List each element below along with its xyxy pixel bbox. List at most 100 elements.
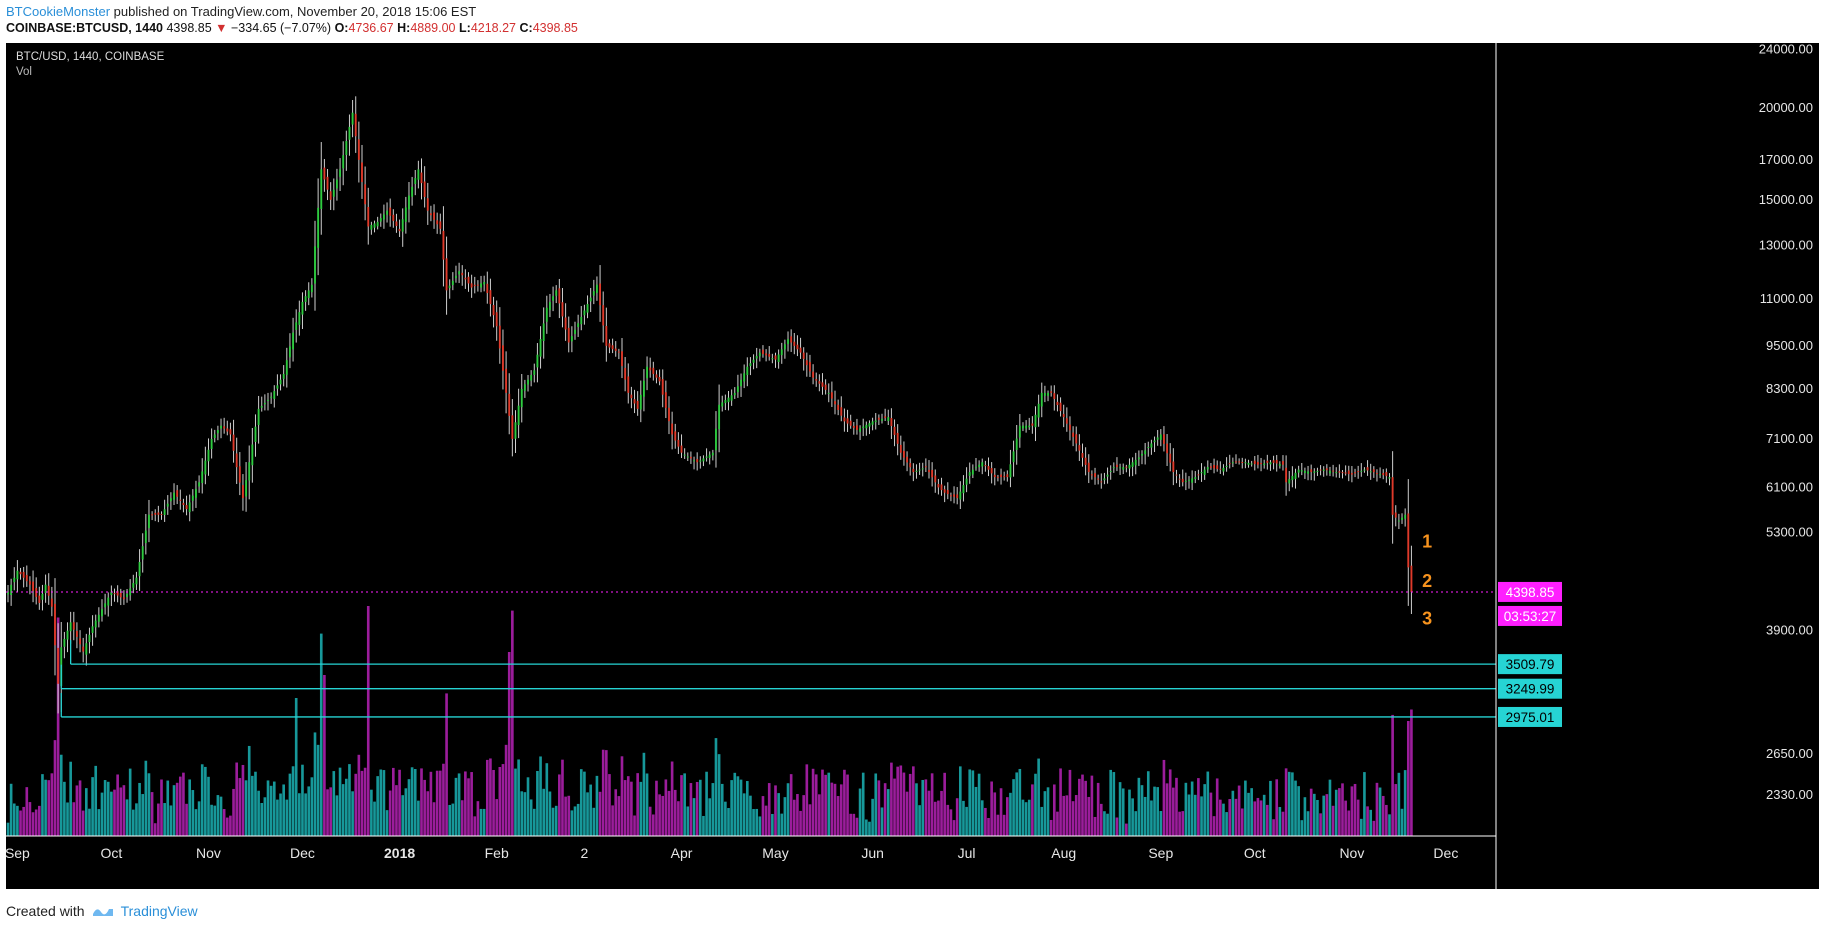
volume-bar: [849, 813, 852, 836]
volume-bar: [893, 778, 896, 836]
candle-body: [204, 460, 207, 475]
volume-bar: [1403, 770, 1407, 836]
volume-bar: [345, 778, 348, 836]
candle-body: [592, 291, 595, 296]
volume-bar: [210, 804, 213, 836]
volume-bar: [1250, 788, 1253, 836]
volume-bar: [163, 803, 166, 836]
candle-body: [1344, 472, 1347, 474]
candle-body: [455, 275, 457, 279]
volume-bar: [827, 772, 831, 836]
volume-bar: [1115, 817, 1119, 836]
candle-body: [28, 581, 31, 585]
candle-body: [1084, 457, 1087, 465]
volume-bar: [1172, 787, 1175, 836]
candle-body: [1112, 467, 1115, 469]
candle-body: [1012, 451, 1015, 463]
countdown-label: 03:53:27: [1504, 609, 1557, 624]
candle-body: [1282, 461, 1284, 465]
candle-body: [1097, 478, 1100, 480]
volume-bar: [943, 772, 946, 836]
candle-body: [154, 512, 157, 515]
candle-body: [195, 488, 197, 498]
tradingview-link[interactable]: TradingView: [120, 903, 198, 919]
candle-body: [1260, 462, 1262, 465]
volume-bar: [561, 759, 564, 836]
volume-bar: [479, 808, 483, 836]
volume-bar: [705, 771, 708, 836]
candle-body: [502, 345, 504, 371]
volume-bar: [1222, 803, 1225, 836]
candle-body: [329, 191, 332, 200]
level-price-label: 3249.99: [1506, 682, 1555, 697]
volume-bar: [511, 610, 514, 836]
volume-bar: [583, 771, 586, 836]
volume-bar: [633, 815, 636, 836]
volume-bar: [821, 769, 824, 836]
volume-bar: [692, 798, 696, 836]
candle-body: [263, 402, 266, 405]
candle-body: [1209, 466, 1212, 468]
volume-bar: [135, 803, 138, 836]
volume-bar: [1363, 772, 1366, 836]
volume-bar: [648, 806, 652, 836]
candle-body: [843, 417, 846, 422]
candle-body: [113, 593, 116, 595]
candle-body: [270, 396, 273, 398]
candle-body: [533, 370, 536, 375]
candle-body: [586, 304, 589, 313]
volume-bar: [1322, 795, 1326, 836]
candle-body: [577, 323, 580, 328]
volume-bar: [1281, 811, 1285, 836]
candle-body: [223, 426, 226, 429]
volume-bar: [589, 784, 592, 836]
price-chart[interactable]: 3509.793249.992975.014398.8503:53:27123 …: [5, 42, 1819, 889]
candle-body: [163, 509, 166, 515]
candle-body: [32, 581, 35, 591]
candle-body: [207, 449, 210, 462]
candle-body: [561, 302, 564, 317]
volume-bar: [868, 821, 871, 836]
candle-body: [1003, 476, 1006, 478]
volume-bar: [877, 780, 881, 836]
candle-body: [859, 428, 862, 432]
y-tick-label: 9500.00: [1766, 338, 1813, 353]
candle-body: [953, 494, 955, 497]
candle-body: [1338, 471, 1341, 473]
volume-bar: [874, 773, 878, 836]
author-link[interactable]: BTCookieMonster: [6, 4, 111, 19]
volume-bar: [59, 754, 63, 836]
candle-body: [840, 407, 843, 416]
candle-body: [216, 430, 219, 434]
candle-body: [1300, 470, 1303, 472]
level-price-label: 2975.01: [1506, 710, 1555, 725]
candle-body: [1313, 471, 1316, 473]
candle-body: [458, 271, 461, 275]
volume-bar: [44, 779, 47, 836]
volume-bar: [16, 805, 19, 836]
volume-bar: [1153, 786, 1156, 836]
candle-body: [260, 405, 263, 408]
candle-body: [520, 388, 523, 408]
volume-bar: [1206, 771, 1210, 836]
y-tick-label: 2650.00: [1766, 746, 1813, 761]
candle-body: [232, 434, 235, 451]
candle-body: [1322, 469, 1325, 471]
candle-body: [821, 382, 824, 387]
candle-body: [721, 402, 724, 407]
chart-panel[interactable]: 3509.79 3249.99 2975.01 4398.85 03:53:27 1 2 3 …: [5, 42, 1819, 889]
last-price-tag: [1498, 581, 1562, 602]
volume-bar: [1062, 795, 1066, 836]
volume-bar: [955, 798, 959, 836]
volume-bar: [72, 802, 76, 836]
candle-body: [796, 344, 799, 350]
volume-bar: [257, 790, 260, 836]
candle-body: [965, 478, 968, 485]
candle-body: [1222, 467, 1225, 472]
candle-body: [780, 349, 783, 356]
candle-body: [295, 322, 298, 330]
candle-body: [646, 366, 648, 379]
volume-bar: [1118, 782, 1122, 836]
candle-body: [881, 418, 883, 421]
volume-bar: [457, 773, 461, 836]
